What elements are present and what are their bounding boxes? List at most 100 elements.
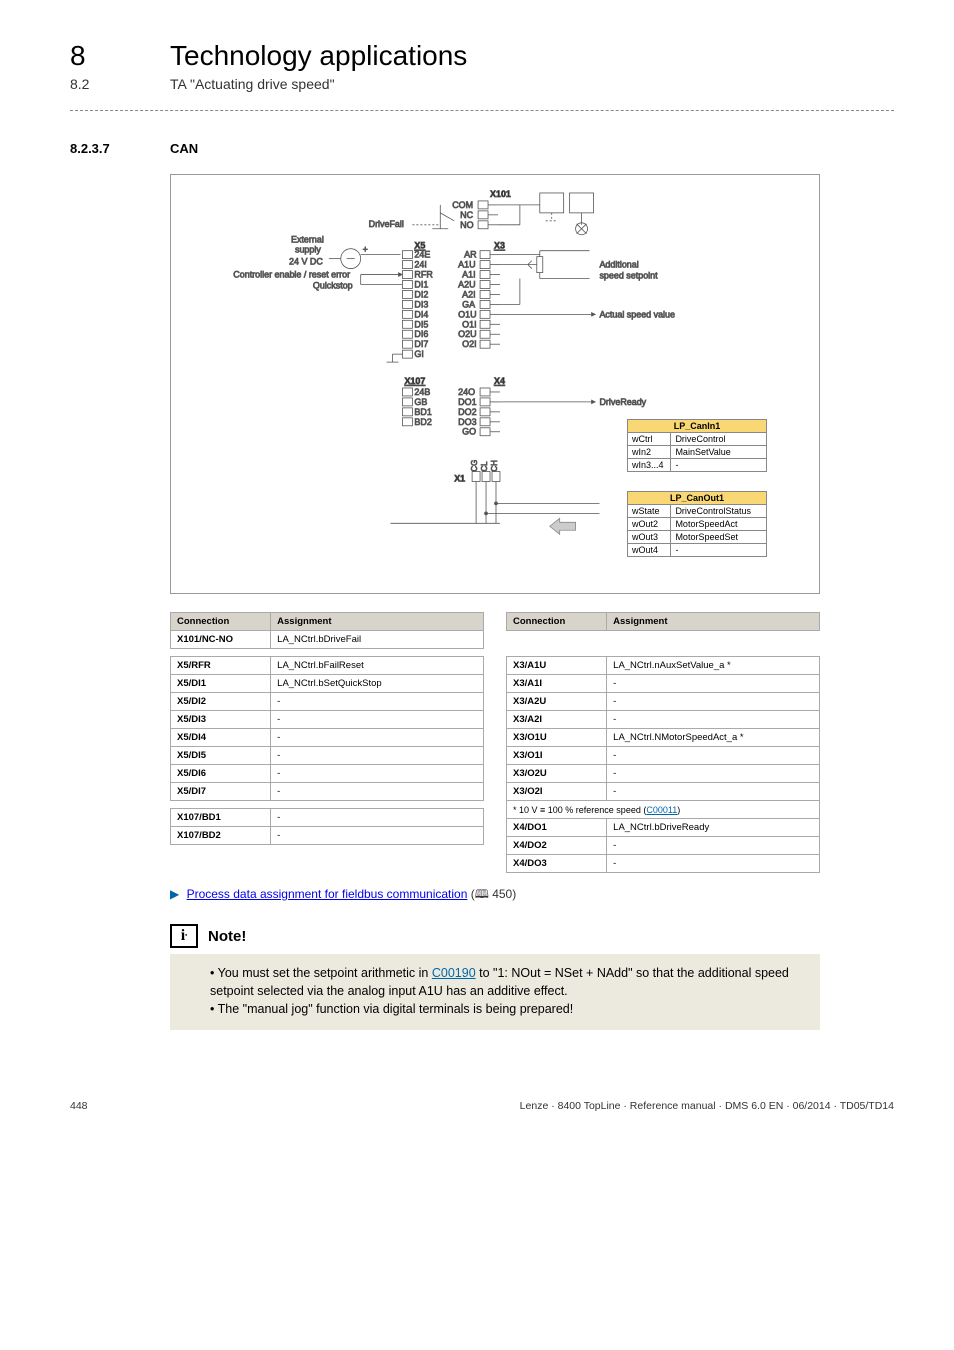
c00011-link[interactable]: C00011 xyxy=(646,805,677,815)
table-row: X5/DI1LA_NCtrl.bSetQuickStop xyxy=(171,675,484,693)
svg-text:NC: NC xyxy=(460,210,473,220)
table-row: X5/DI5- xyxy=(171,747,484,765)
svg-text:DI6: DI6 xyxy=(414,329,428,339)
table-row: X4/DO2- xyxy=(507,837,820,855)
svg-text:DI1: DI1 xyxy=(414,279,428,289)
svg-text:DI3: DI3 xyxy=(414,299,428,309)
page-number: 448 xyxy=(70,1100,88,1112)
svg-text:O2U: O2U xyxy=(458,329,476,339)
svg-text:X101: X101 xyxy=(490,189,511,199)
svg-text:DI5: DI5 xyxy=(414,319,428,329)
svg-text:GO: GO xyxy=(462,427,476,437)
proto-row: wOut3MotorSpeedSet xyxy=(628,530,766,543)
svg-text:Quickstop: Quickstop xyxy=(313,280,353,290)
table-row: X107/BD1- xyxy=(171,809,484,827)
left-th-assignment: Assignment xyxy=(271,613,484,631)
table-row: X3/O1ULA_NCtrl.NMotorSpeedAct_a * xyxy=(507,729,820,747)
chapter-title: Technology applications xyxy=(170,40,467,72)
page-footer: 448 Lenze · 8400 TopLine · Reference man… xyxy=(70,1100,894,1112)
svg-text:DI4: DI4 xyxy=(414,309,428,319)
footer-text: Lenze · 8400 TopLine · Reference manual … xyxy=(520,1100,894,1112)
proto-row: wCtrlDriveControl xyxy=(628,433,766,445)
table-row: X3/A1I- xyxy=(507,675,820,693)
svg-text:24E: 24E xyxy=(414,250,430,260)
left-conn-table: Connection Assignment X101/NC-NOLA_NCtrl… xyxy=(170,612,484,845)
proto-row: wIn2MainSetValue xyxy=(628,445,766,458)
separator xyxy=(70,110,894,111)
process-data-link[interactable]: Process data assignment for fieldbus com… xyxy=(187,887,468,901)
svg-text:Actual speed value: Actual speed value xyxy=(599,309,675,319)
c00190-link[interactable]: C00190 xyxy=(432,966,476,980)
svg-text:+: + xyxy=(363,245,368,255)
table-row: X3/O2U- xyxy=(507,765,820,783)
proto2-title: LP_CanOut1 xyxy=(628,492,766,505)
svg-text:DI2: DI2 xyxy=(414,289,428,299)
table-row: X5/DI4- xyxy=(171,729,484,747)
note-body: You must set the setpoint arithmetic in … xyxy=(170,954,820,1030)
svg-text:CL: CL xyxy=(480,461,489,472)
svg-text:DriveReady: DriveReady xyxy=(599,397,646,407)
svg-text:DriveFail: DriveFail xyxy=(369,219,404,229)
svg-text:Controller enable / reset erro: Controller enable / reset error xyxy=(233,270,350,280)
svg-text:A1U: A1U xyxy=(458,260,475,270)
subsection-header: 8.2.3.7 CAN xyxy=(70,141,894,156)
proto1-title: LP_CanIn1 xyxy=(628,420,766,433)
table-row: X4/DO1LA_NCtrl.bDriveReady xyxy=(507,819,820,837)
table-row: X3/O1I- xyxy=(507,747,820,765)
table-row: X5/RFRLA_NCtrl.bFailReset xyxy=(171,657,484,675)
lp-canout1-table: LP_CanOut1 wStateDriveControlStatuswOut2… xyxy=(627,491,767,557)
section-number: 8.2 xyxy=(70,76,170,92)
subsection-number: 8.2.3.7 xyxy=(70,141,170,156)
svg-text:supply: supply xyxy=(295,245,321,255)
svg-text:24B: 24B xyxy=(414,387,430,397)
left-th-connection: Connection xyxy=(171,613,271,631)
note-box: i• Note! You must set the setpoint arith… xyxy=(170,924,820,1030)
table-row: X5/DI6- xyxy=(171,765,484,783)
svg-text:DO3: DO3 xyxy=(458,417,476,427)
svg-text:X4: X4 xyxy=(494,376,505,386)
table-row: X3/A2I- xyxy=(507,711,820,729)
svg-text:O1I: O1I xyxy=(462,319,476,329)
note-header: i• Note! xyxy=(170,924,820,948)
table-row: X5/DI7- xyxy=(171,783,484,801)
svg-text:External: External xyxy=(291,235,324,245)
right-th-assignment: Assignment xyxy=(607,613,820,631)
table-row: X101/NC-NOLA_NCtrl.bDriveFail xyxy=(171,631,484,649)
svg-text:24I: 24I xyxy=(414,260,426,270)
chapter-number: 8 xyxy=(70,40,170,72)
svg-text:X1: X1 xyxy=(454,474,465,484)
chapter-header: 8 Technology applications xyxy=(70,40,894,72)
proto-row: wStateDriveControlStatus xyxy=(628,505,766,517)
right-conn-table: Connection Assignment X3/A1ULA_NCtrl.nAu… xyxy=(506,612,820,873)
page-ref: (🕮 450) xyxy=(471,887,517,901)
subsection-title: CAN xyxy=(170,141,198,156)
svg-text:AR: AR xyxy=(464,250,477,260)
svg-text:Additional: Additional xyxy=(599,260,638,270)
svg-text:NO: NO xyxy=(460,220,473,230)
svg-text:X3: X3 xyxy=(494,241,505,251)
svg-text:O1U: O1U xyxy=(458,309,476,319)
right-th-connection: Connection xyxy=(507,613,607,631)
proto-row: wIn3...4- xyxy=(628,458,766,471)
table-row: X3/A1ULA_NCtrl.nAuxSetValue_a * xyxy=(507,657,820,675)
svg-text:DO1: DO1 xyxy=(458,397,476,407)
note-bullet: The "manual jog" function via digital te… xyxy=(210,1000,806,1018)
ref-speed-note: * 10 V ≡ 100 % reference speed (C00011) xyxy=(507,801,820,819)
triangle-icon: ▶ xyxy=(170,887,179,901)
svg-text:24 V DC: 24 V DC xyxy=(289,257,323,267)
wiring-diagram: X101 COM NC NO DriveFail Externa xyxy=(170,174,820,594)
table-row: X5/DI3- xyxy=(171,711,484,729)
section-header: 8.2 TA "Actuating drive speed" xyxy=(70,76,894,92)
proto-row: wOut4- xyxy=(628,543,766,556)
svg-text:A1I: A1I xyxy=(462,270,475,280)
section-title: TA "Actuating drive speed" xyxy=(170,76,335,92)
proto-row: wOut2MotorSpeedAct xyxy=(628,517,766,530)
table-row: X5/DI2- xyxy=(171,693,484,711)
lp-canin1-table: LP_CanIn1 wCtrlDriveControlwIn2MainSetVa… xyxy=(627,419,767,472)
info-icon: i• xyxy=(170,924,198,948)
svg-text:X107: X107 xyxy=(404,376,425,386)
svg-text:RFR: RFR xyxy=(414,270,433,280)
process-data-link-row: ▶ Process data assignment for fieldbus c… xyxy=(170,885,894,906)
svg-text:BD2: BD2 xyxy=(414,417,431,427)
svg-text:24O: 24O xyxy=(458,387,475,397)
